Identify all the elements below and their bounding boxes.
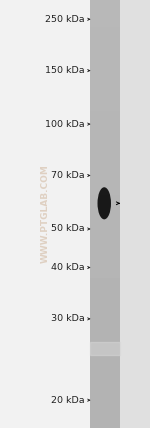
Text: 150 kDa: 150 kDa <box>45 66 85 75</box>
Text: 30 kDa: 30 kDa <box>51 314 85 324</box>
Text: 100 kDa: 100 kDa <box>45 119 85 129</box>
Text: 250 kDa: 250 kDa <box>45 15 85 24</box>
FancyBboxPatch shape <box>0 0 90 428</box>
Text: WWW.PTGLAB.COM: WWW.PTGLAB.COM <box>40 164 50 264</box>
Text: 70 kDa: 70 kDa <box>51 171 85 180</box>
Text: 40 kDa: 40 kDa <box>51 263 85 272</box>
Text: 50 kDa: 50 kDa <box>51 224 85 234</box>
FancyBboxPatch shape <box>90 0 150 428</box>
Ellipse shape <box>98 187 111 219</box>
Text: 20 kDa: 20 kDa <box>51 395 85 405</box>
